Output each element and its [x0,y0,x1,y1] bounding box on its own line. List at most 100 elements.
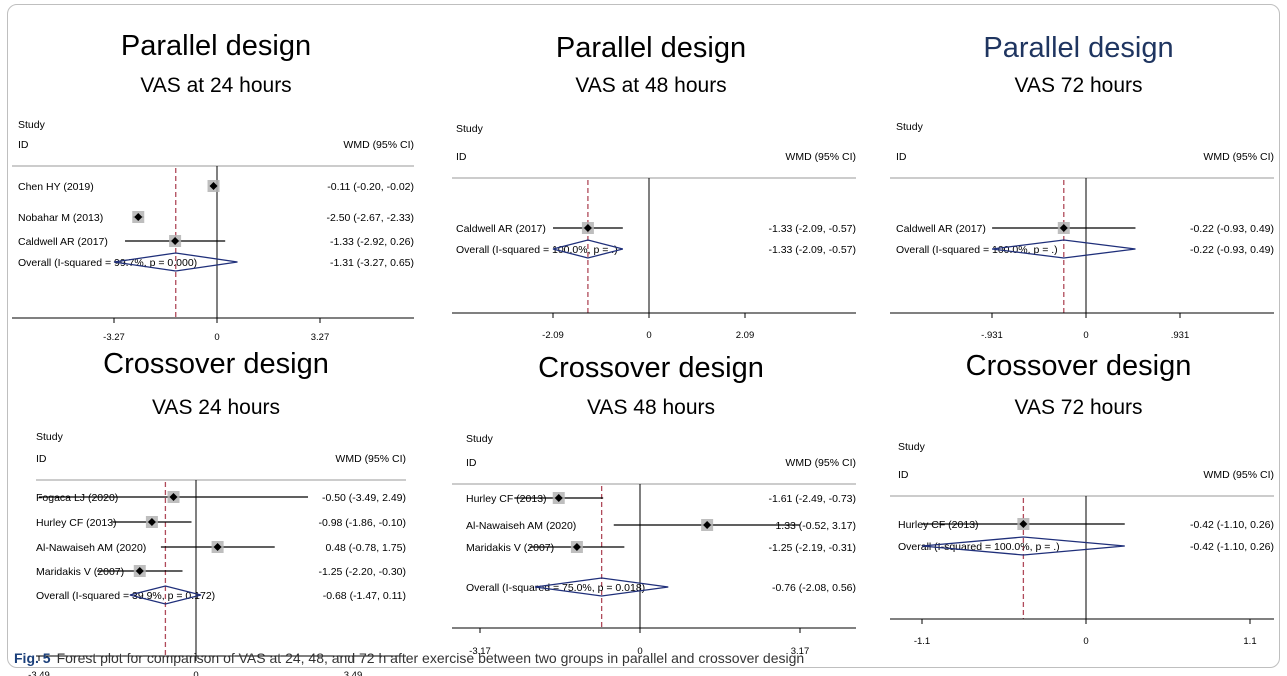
column-header-id: ID [466,457,477,469]
overall-diamond [534,577,669,597]
figure-caption-text: Forest plot for comparison of VAS at 24,… [56,650,805,666]
overall-label: Overall (I-squared = 99.7%, p = 0.000) [18,257,197,269]
study-point-estimate [209,182,218,190]
panel-subtitle: VAS at 24 hours [140,74,292,97]
x-tick-label: -3.17 [469,646,491,657]
panel-design-title: Crossover design [965,350,1192,382]
forest-panel-parallel-72h: Parallel design VAS 72 hours Study ID WMD … [876,28,1281,341]
column-header-study: Study [896,121,924,133]
study-label: Caldwell AR (2017) [18,236,108,248]
column-header-id: ID [36,453,47,465]
column-header-effect: WMD (95% CI) [335,453,406,465]
column-header-id: ID [896,151,907,163]
study-point-estimate [147,518,156,526]
column-header-effect: WMD (95% CI) [1203,469,1274,481]
overall-diamond [992,239,1136,259]
overall-effect-text: -0.42 (-1.10, 0.26) [1190,541,1274,553]
forest-plot: Study ID WMD (95% CI) Chen HY (2019) -0.11 (… [12,119,414,343]
forest-panel-parallel-48h: Parallel design VAS at 48 hours Study ID W… [436,28,866,341]
forest-panel-parallel-24h: Parallel design VAS at 24 hours Study ID W… [6,28,426,343]
study-effect-text: -0.22 (-0.93, 0.49) [1190,223,1274,235]
x-tick-label: .931 [1171,330,1190,341]
panel-design-title: Parallel design [983,32,1174,64]
x-tick-label: 1.1 [1243,636,1256,647]
study-label: Caldwell AR (2017) [896,223,986,235]
overall-label: Overall (I-squared = 75.0%, p = 0.018) [466,582,645,594]
figure-label: Fig. 5 [14,650,51,666]
x-tick-label: -.931 [981,330,1003,341]
forest-plot: Study ID WMD (95% CI) Fogaca LJ (2020) -0.50… [28,431,406,676]
figure-caption: Fig. 5 Forest plot for comparison of VAS … [14,650,804,666]
study-label: Hurley CF (2013) [466,493,547,505]
forest-panel-crossover-48h: Crossover design VAS 48 hours Study ID WMD… [436,348,866,657]
column-header-study: Study [36,431,64,443]
forest-plot: Study ID WMD (95% CI) Caldwell AR (2017) -0.… [890,121,1274,341]
panel-subtitle: VAS at 48 hours [575,74,727,97]
study-effect-text: -2.50 (-2.67, -2.33) [326,212,414,224]
study-label: Al-Nawaiseh AM (2020) [466,520,576,532]
column-header-id: ID [18,139,29,151]
forest-plot: Study ID WMD (95% CI) Caldwell AR (2017) -1.… [452,123,856,341]
overall-diamond [552,239,623,259]
column-header-study: Study [18,119,46,131]
panel-design-title: Parallel design [120,30,312,62]
study-effect-text: -1.33 (-2.09, -0.57) [768,223,856,235]
study-point-estimate [169,493,178,501]
panel-design-title: Parallel design [555,32,747,64]
study-label: Chen HY (2019) [18,181,94,193]
x-tick-label: 0 [646,330,651,341]
study-point-estimate [1059,224,1068,232]
overall-diamond [113,252,238,272]
column-header-id: ID [456,151,467,163]
column-header-id: ID [898,469,909,481]
study-effect-text: -1.25 (-2.20, -0.30) [318,566,406,578]
study-point-estimate [213,543,222,551]
forest-panel-crossover-72h: Crossover design VAS 72 hours Study ID WMD… [876,348,1281,648]
overall-diamond [921,536,1125,556]
x-tick-label: -2.09 [542,330,564,341]
forest-panel-crossover-24h: Crossover design VAS 24 hours Study ID WMD… [6,348,426,676]
overall-effect-text: -0.22 (-0.93, 0.49) [1190,244,1274,256]
column-header-study: Study [898,441,926,453]
x-tick-label: 0 [214,332,219,343]
panel-design-title: Crossover design [103,348,329,380]
study-point-estimate [134,213,143,221]
study-label: Fogaca LJ (2020) [36,492,118,504]
x-tick-label: 0 [1083,330,1088,341]
x-tick-label: 3.49 [344,670,363,676]
study-label: Nobahar M (2013) [18,212,103,224]
overall-effect-text: -1.31 (-3.27, 0.65) [330,257,414,269]
study-effect-text: -1.33 (-2.92, 0.26) [330,236,414,248]
study-point-estimate [583,224,592,232]
study-label: Hurley CF (2013) [36,517,117,529]
study-effect-text: 1.33 (-0.52, 3.17) [775,520,856,532]
study-point-estimate [554,494,563,502]
x-tick-label: -1.1 [914,636,930,647]
study-label: Caldwell AR (2017) [456,223,546,235]
study-label: Maridakis V (2007) [466,542,554,554]
overall-label: Overall (I-squared = 100.0%, p = .) [456,244,618,256]
forest-plot: Study ID WMD (95% CI) Hurley CF (2013) -0.42… [890,441,1274,647]
study-effect-text: 0.48 (-0.78, 1.75) [325,542,406,554]
study-point-estimate [135,567,144,575]
study-effect-text: -1.25 (-2.19, -0.31) [768,542,856,554]
overall-effect-text: -0.76 (-2.08, 0.56) [772,582,856,594]
column-header-effect: WMD (95% CI) [343,139,414,151]
forest-plot: Study ID WMD (95% CI) Hurley CF (2013) -1.61… [452,433,856,657]
study-point-estimate [1019,520,1028,528]
study-effect-text: -0.11 (-0.20, -0.02) [327,181,414,193]
overall-effect-text: -1.33 (-2.09, -0.57) [768,244,856,256]
column-header-effect: WMD (95% CI) [1203,151,1274,163]
study-effect-text: -0.50 (-3.49, 2.49) [322,492,406,504]
column-header-effect: WMD (95% CI) [785,457,856,469]
study-label: Hurley CF (2013) [898,519,979,531]
overall-label: Overall (I-squared = 100.0%, p = .) [896,244,1058,256]
figure-frame [7,4,1280,668]
study-effect-text: -1.61 (-2.49, -0.73) [768,493,856,505]
column-header-effect: WMD (95% CI) [785,151,856,163]
x-tick-label: 0 [637,646,642,657]
overall-effect-text: -0.68 (-1.47, 0.11) [323,590,406,602]
panel-subtitle: VAS 48 hours [586,396,716,419]
overall-diamond [129,585,202,605]
x-tick-label: 0 [193,670,198,676]
